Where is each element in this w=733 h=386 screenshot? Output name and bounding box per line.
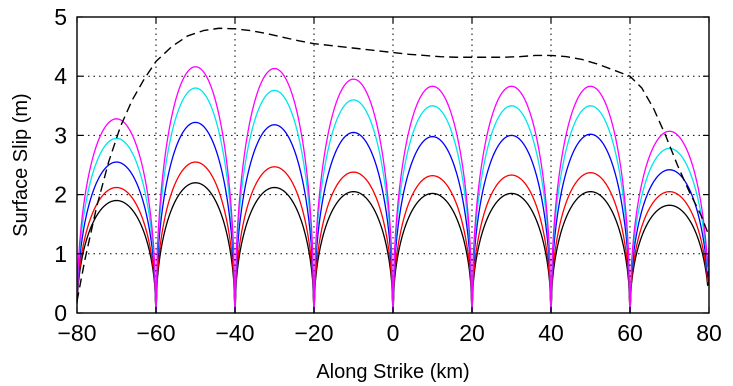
y-tick-label: 3 — [54, 122, 67, 148]
x-tick-label: −20 — [294, 320, 333, 346]
x-tick-label: 80 — [696, 320, 722, 346]
x-tick-label: 0 — [387, 320, 400, 346]
y-tick-label: 0 — [54, 300, 67, 326]
x-tick-label: 60 — [617, 320, 643, 346]
grid-lines — [77, 17, 709, 313]
axis-ticks — [76, 16, 710, 314]
x-tick-label: −80 — [57, 320, 96, 346]
y-tick-label: 4 — [54, 63, 67, 89]
y-tick-label: 2 — [54, 182, 67, 208]
y-tick-label: 1 — [54, 241, 67, 267]
x-tick-label: 40 — [538, 320, 564, 346]
x-axis-label: Along Strike (km) — [316, 361, 469, 383]
x-tick-label: −60 — [136, 320, 175, 346]
x-tick-label: 20 — [459, 320, 485, 346]
y-axis-label: Surface Slip (m) — [10, 93, 32, 236]
y-tick-label: 5 — [54, 4, 67, 30]
x-tick-label: −40 — [215, 320, 254, 346]
tick-labels: −80 −60 −40 −20 0 20 40 60 80 0 1 2 3 4 5 — [54, 4, 722, 346]
